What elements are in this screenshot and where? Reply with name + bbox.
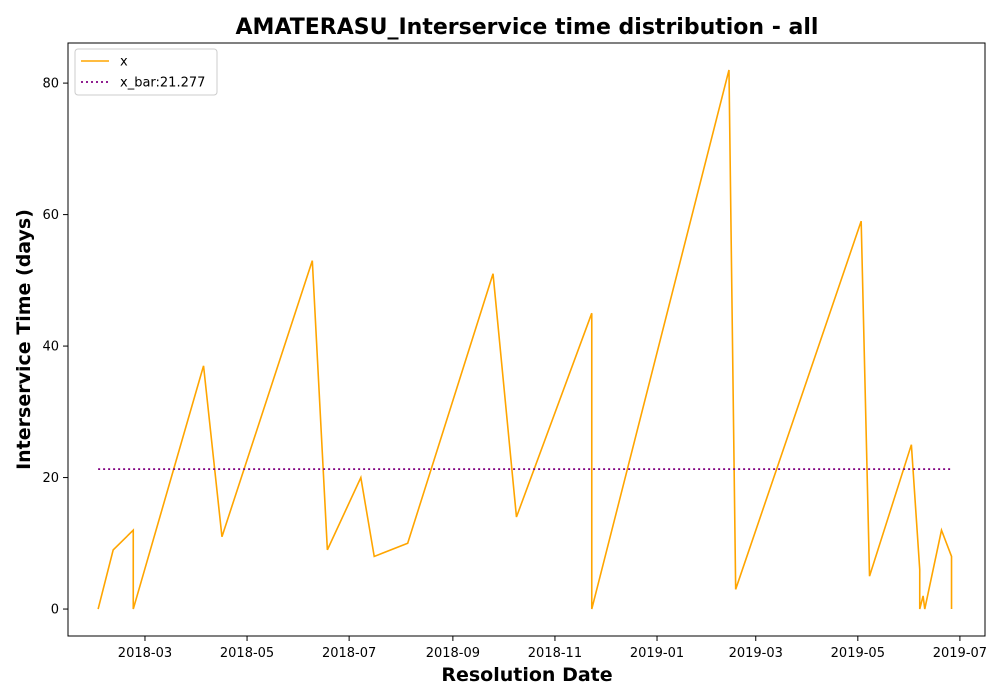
- x-tick-label: 2019-07: [933, 646, 987, 661]
- x-tick-label: 2018-11: [528, 646, 582, 661]
- y-tick-label: 40: [42, 340, 59, 355]
- y-tick-label: 20: [42, 471, 59, 486]
- x-tick-label: 2019-05: [831, 646, 885, 661]
- legend-label-1: x: [120, 55, 128, 70]
- plot-frame: [67, 42, 986, 637]
- series-line-1: [97, 69, 953, 610]
- legend: x x_bar:21.277: [74, 48, 218, 96]
- plot-area: [97, 69, 953, 610]
- x-tick-label: 2018-07: [322, 646, 376, 661]
- x-tick-label: 2019-01: [630, 646, 684, 661]
- axis-ticks: 2018-03 2018-05 2018-07 2018-09 2018-11 2019-…: [42, 77, 987, 661]
- x-axis-label: Resolution Date: [441, 664, 612, 686]
- chart-title: AMATERASU_Interservice time distribution…: [236, 15, 819, 40]
- legend-box: [74, 48, 218, 96]
- y-tick-label: 60: [42, 208, 59, 223]
- x-tick-label: 2019-03: [729, 646, 783, 661]
- y-axis-label: Interservice Time (days): [13, 209, 35, 470]
- y-tick-label: 80: [42, 77, 59, 92]
- y-tick-label: 0: [51, 603, 59, 618]
- legend-label-2: x_bar:21.277: [120, 76, 205, 91]
- x-tick-label: 2018-03: [118, 646, 172, 661]
- x-tick-label: 2018-05: [220, 646, 274, 661]
- x-tick-label: 2018-09: [426, 646, 480, 661]
